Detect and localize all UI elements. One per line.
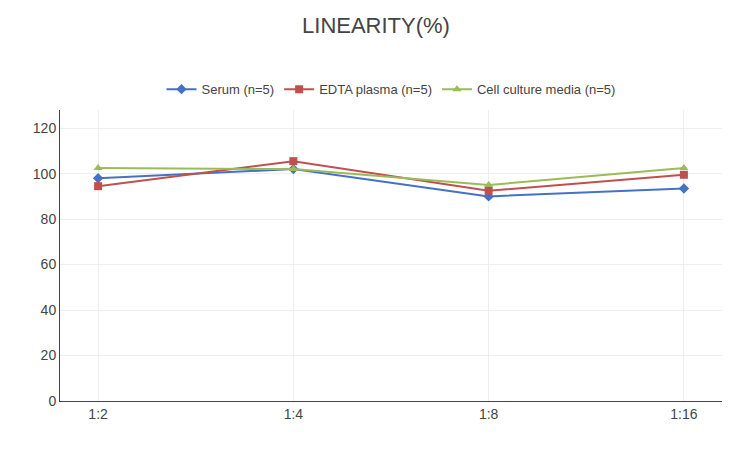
svg-text:1:2: 1:2 — [88, 406, 108, 422]
svg-text:Serum (n=5): Serum (n=5) — [202, 82, 275, 97]
svg-text:20: 20 — [41, 347, 57, 363]
svg-text:EDTA plasma (n=5): EDTA plasma (n=5) — [319, 82, 432, 97]
svg-text:40: 40 — [41, 302, 57, 318]
svg-text:1:4: 1:4 — [284, 406, 304, 422]
svg-text:80: 80 — [41, 211, 57, 227]
svg-text:100: 100 — [33, 166, 57, 182]
svg-text:1:16: 1:16 — [670, 406, 697, 422]
svg-text:1:8: 1:8 — [479, 406, 499, 422]
svg-text:Cell culture media (n=5): Cell culture media (n=5) — [477, 82, 615, 97]
svg-text:LINEARITY(%): LINEARITY(%) — [302, 13, 450, 38]
svg-text:60: 60 — [41, 256, 57, 272]
svg-text:0: 0 — [48, 393, 56, 409]
svg-text:120: 120 — [33, 120, 57, 136]
